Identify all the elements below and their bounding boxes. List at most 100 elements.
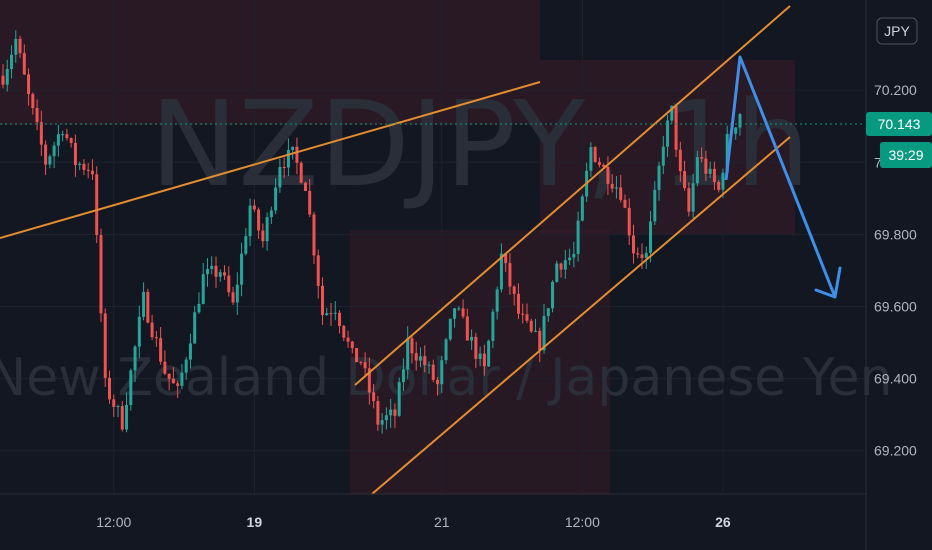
candle-body [10,54,14,69]
upper-left-trendline[interactable] [0,81,541,239]
candle-body [303,182,307,191]
candle-body [350,341,354,349]
candle-body [555,263,559,282]
candle-body [240,253,244,285]
candle-body [597,161,601,165]
candle-body [631,235,635,254]
candle-body [372,392,376,402]
candle-body [508,263,512,287]
candle-body [542,316,546,351]
arrow-head-icon [814,266,842,299]
candle-body [436,379,440,385]
channel-upper-trendline[interactable] [354,5,791,386]
candle-body [210,265,214,269]
x-tick-label: 21 [434,514,450,530]
candle-body [274,187,278,211]
candle-body [223,272,227,276]
candle-body [231,292,235,303]
candle-body [491,311,495,341]
candle-body [61,134,65,136]
candle-body [261,230,265,242]
candle-body [474,336,478,359]
candle-body [359,362,363,364]
candle-body [291,146,295,150]
candle-body [572,253,576,258]
candle-body [52,145,56,157]
candle-body [333,312,337,314]
candle-body [154,337,158,339]
x-tick-label: 26 [715,514,731,530]
candle-body [384,415,388,421]
candle-body [380,420,384,425]
candle-body [299,162,303,183]
candle-body [167,373,171,379]
candle-body [512,286,516,294]
x-tick-label: 19 [247,514,263,530]
candle-body [423,356,427,366]
candle-body [252,205,256,210]
candle-body [56,134,60,146]
candle-body [14,38,18,55]
candle-body [640,254,644,259]
time-axis[interactable]: 12:00 19 21 12:00 26 [96,514,731,530]
candle-body [1,75,5,85]
candle-body [180,372,184,386]
candle-body [295,146,299,163]
candle-body [568,257,572,261]
countdown-value: 39:29 [888,147,923,163]
candle-body [312,214,316,256]
last-price-tag [866,112,932,136]
candle-body [137,316,141,347]
candle-body [708,168,712,174]
candle-body [410,338,414,354]
candle-body [346,337,350,342]
candle-body [367,368,371,393]
candle-body [695,157,699,184]
candle-body [342,325,346,338]
candle-body [610,183,614,189]
candle-body [325,313,329,316]
forecast-arrow[interactable] [724,55,837,298]
last-price-value: 70.143 [878,116,921,132]
candle-body [133,346,137,371]
candle-body [593,147,597,162]
candle-body [478,353,482,359]
candle-body [661,146,665,166]
candle-body [627,207,631,236]
candle-body [546,308,550,317]
candle-body [704,158,708,174]
candle-body [257,209,261,231]
candle-body [338,312,342,326]
candle-body [116,406,120,408]
candle-body [150,322,154,338]
candle-body [691,183,695,212]
candle-body [504,253,508,264]
candle-body [159,338,163,362]
x-tick-label: 12:00 [565,514,600,530]
candle-body [308,190,312,215]
candle-body [48,156,52,165]
candle-body [461,308,465,317]
candle-body [5,68,9,85]
currency-badge[interactable] [876,17,918,45]
channel-lower-trendline[interactable] [371,136,791,495]
candle-body [27,74,31,95]
candle-body [623,199,627,208]
candle-body [35,108,39,123]
candle-body [235,284,239,303]
candle-body [725,133,729,173]
candle-body [44,144,48,165]
candle-body [22,53,26,75]
candle-body [193,312,197,344]
candle-body [563,260,567,270]
candle-body [321,285,324,316]
candle-body [282,167,286,169]
candle-body [184,359,188,373]
candle-body [465,316,469,341]
candle-body [431,364,435,380]
candle-body [125,404,129,430]
candle-body [218,272,222,277]
candle-body [495,289,499,312]
candle-body [653,189,657,222]
